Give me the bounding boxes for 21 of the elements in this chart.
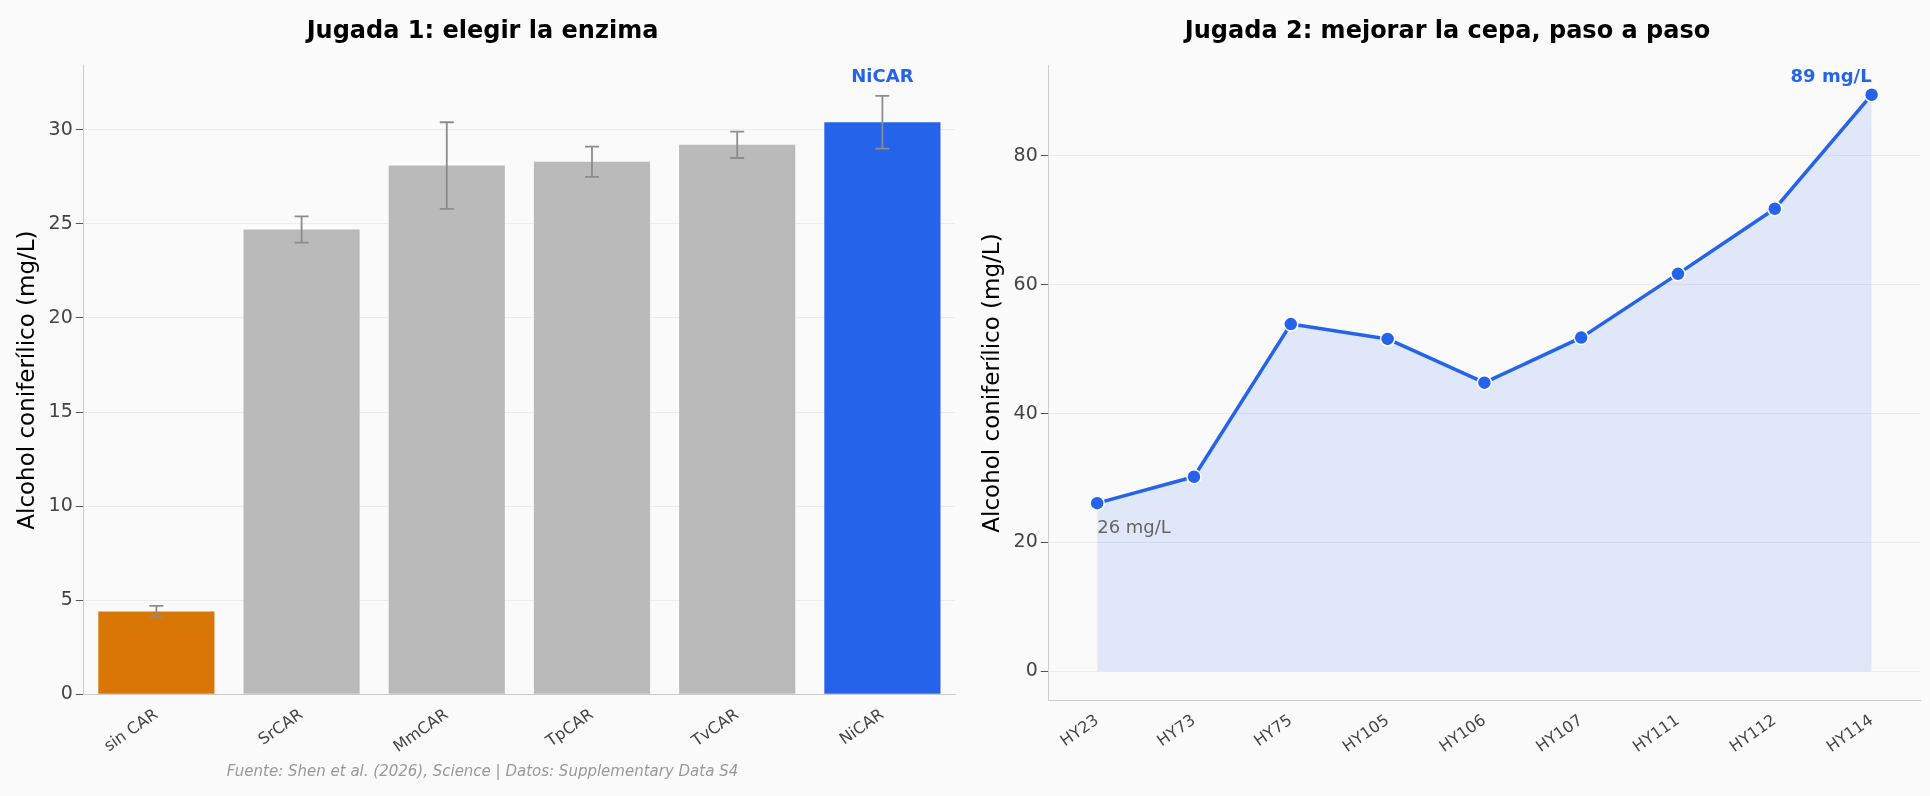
y-tick-label: 5 [60,587,73,610]
y-tick-label: 60 [1013,271,1038,294]
chart-title: Jugada 1: elegir la enzima [304,15,659,44]
chart-title: Jugada 2: mejorar la cepa, paso a paso [1182,15,1711,44]
y-axis-title: Alcohol coniferílico (mg/L) [12,230,39,530]
y-tick-label: 25 [48,210,73,233]
source-note: Fuente: Shen et al. (2026), Science | Datos: Supplementary Data S4 [225,762,740,780]
y-tick-label: 15 [48,399,73,422]
y-tick-label: 20 [48,304,73,327]
y-tick-label: 30 [48,116,73,139]
y-tick-label: 0 [60,681,73,704]
y-tick-label: 40 [1013,400,1038,423]
y-axis-title: Alcohol coniferílico (mg/L) [977,233,1004,533]
x-tick-label: sin CAR [100,704,162,755]
annotation: 26 mg/L [1097,515,1171,537]
y-tick-label: 80 [1013,142,1038,165]
annotation: 89 mg/L [1790,65,1872,87]
y-tick-label: 10 [48,493,73,516]
annotation: NiCAR [851,64,914,86]
y-tick-label: 0 [1025,658,1038,681]
y-tick-label: 20 [1013,529,1038,552]
